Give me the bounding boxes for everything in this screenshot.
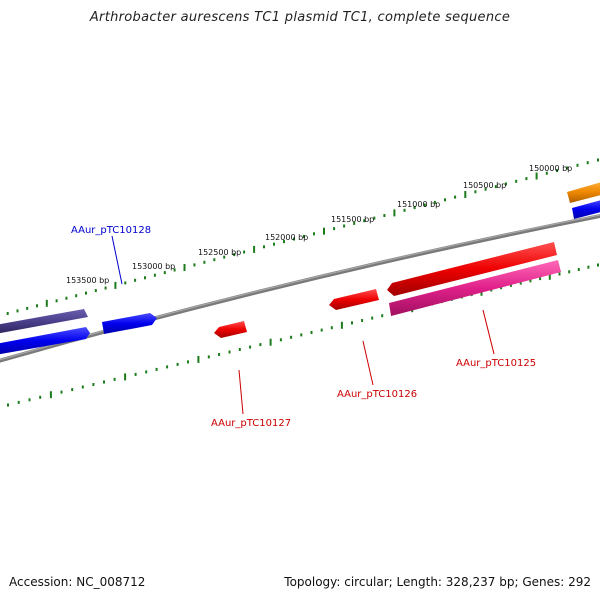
- accession-text: Accession: NC_008712: [9, 575, 146, 589]
- forward-gene-blue-right[interactable]: [572, 199, 600, 219]
- tick-label: 151500 bp: [331, 215, 374, 224]
- tick-label: 153500 bp: [66, 276, 109, 285]
- reverse-gene-aaur-ptc10127[interactable]: [214, 321, 247, 338]
- map-title: Arthrobacter aurescens TC1 plasmid TC1, …: [89, 10, 511, 25]
- leader-line-ptc10125: [482, 309, 495, 355]
- topology-info-text: Topology: circular; Length: 328,237 bp; …: [284, 575, 591, 589]
- leader-line-ptc10126: [362, 340, 374, 386]
- gene-label-ptc10127[interactable]: AAur_pTC10127: [211, 418, 291, 429]
- reverse-gene-pink[interactable]: [389, 260, 561, 316]
- gene-label-ptc10128[interactable]: AAur_pTC10128: [71, 225, 151, 236]
- forward-gene-aaur-ptc10128[interactable]: [102, 313, 157, 334]
- reverse-gene-aaur-ptc10126[interactable]: [329, 289, 379, 310]
- leader-line-ptc10127: [238, 369, 244, 415]
- tick-label: 152500 bp: [198, 248, 241, 257]
- tick-label: 150500 bp: [463, 181, 506, 190]
- tick-labels: 150000 bp 150500 bp 151000 bp 151500 bp …: [66, 164, 572, 285]
- forward-gene-purple[interactable]: [0, 309, 88, 334]
- tick-label: 151000 bp: [397, 200, 440, 209]
- tick-label: 153000 bp: [132, 262, 175, 271]
- leader-line-ptc10128: [111, 235, 123, 285]
- gene-label-ptc10126[interactable]: AAur_pTC10126: [337, 389, 417, 400]
- gene-labels: AAur_pTC10128 AAur_pTC10127 AAur_pTC1012…: [71, 225, 536, 429]
- tick-label: 150000 bp: [529, 164, 572, 173]
- forward-gene-orange[interactable]: [567, 181, 600, 203]
- outer-tick-track: [6, 158, 599, 315]
- forward-gene-blue-left[interactable]: [0, 327, 90, 355]
- tick-label: 152000 bp: [265, 233, 308, 242]
- gene-label-ptc10125[interactable]: AAur_pTC10125: [456, 358, 536, 369]
- reverse-gene-aaur-ptc10125[interactable]: [387, 242, 557, 296]
